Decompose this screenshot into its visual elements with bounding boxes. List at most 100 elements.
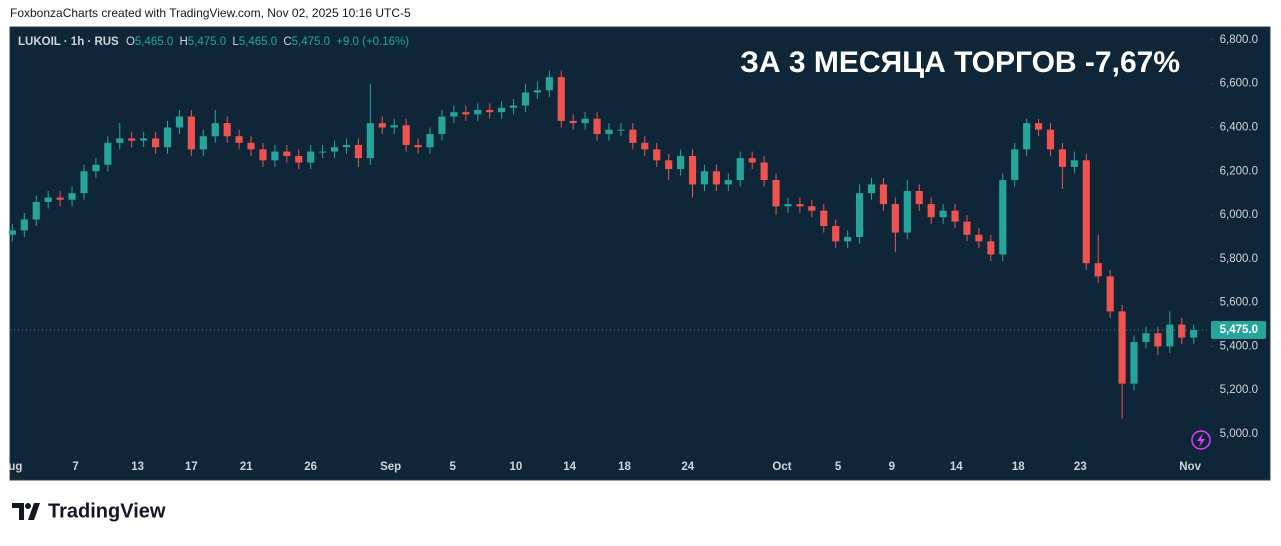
candle-body [247, 142, 255, 150]
candle-body [545, 77, 553, 91]
candle-body [175, 116, 184, 128]
candle-body [390, 125, 398, 128]
candle-body [486, 109, 494, 113]
ohlc-key: O [126, 36, 135, 48]
candle-body [1070, 160, 1078, 167]
y-tick-label: 6,800.0 [1220, 34, 1258, 46]
candle-body [712, 171, 720, 185]
y-tick-label: 6,000.0 [1220, 209, 1258, 221]
candle-body [20, 219, 28, 231]
candle-body [963, 221, 971, 235]
x-tick-label: 24 [681, 461, 694, 473]
plot-area: 5,000.0 5,200.0 5,400.0 5,600.0 5,800.0 6,000… [8, 34, 1266, 473]
candle-body [629, 129, 637, 143]
candle-body [354, 145, 363, 159]
candle-body [271, 151, 279, 161]
candle-body [832, 226, 840, 242]
candle-body [855, 193, 864, 237]
candle-body [1011, 149, 1019, 181]
candle-body [1130, 342, 1138, 384]
candle-body [223, 123, 231, 137]
candle-body [772, 180, 780, 207]
candle-body [593, 118, 601, 135]
candle-body [927, 204, 935, 218]
candle-body [748, 158, 756, 163]
candle-body [307, 151, 315, 163]
y-tick-label: 5,800.0 [1220, 253, 1258, 265]
x-tick-label: 26 [304, 461, 317, 473]
ohlc-value: 5,475.0 [292, 36, 330, 48]
candle-body [533, 90, 541, 93]
candle-body [56, 197, 64, 200]
x-tick-label: Sep [380, 461, 401, 473]
ohlc-value: 5,465.0 [239, 36, 277, 48]
y-tick-label: 5,400.0 [1220, 340, 1258, 352]
candle-body [378, 123, 386, 128]
candle-body [450, 112, 458, 117]
candle-body [509, 105, 518, 108]
candle-body [581, 118, 589, 124]
ohlc-value: 5,475.0 [188, 36, 226, 48]
candle-body [92, 164, 100, 172]
y-tick-label: 5,000.0 [1220, 428, 1258, 440]
candle-body [1082, 160, 1090, 264]
candle-body [426, 134, 434, 148]
candle-body [235, 136, 243, 143]
candle-body [342, 145, 351, 148]
ohlc-key: C [283, 36, 291, 48]
candle-body [283, 151, 291, 156]
candle-body [891, 204, 899, 233]
candle-body [414, 145, 422, 148]
last-price-label: 5,475.0 [1220, 324, 1258, 336]
symbol: LUKOIL · 1h · RUS [18, 36, 119, 48]
candle-body [605, 129, 613, 135]
ohlc-key: H [179, 36, 187, 48]
ohlc-value: 5,465.0 [135, 36, 173, 48]
candle-body [116, 138, 124, 143]
x-tick-label: 13 [131, 461, 144, 473]
candle-body [1178, 324, 1186, 338]
ohlc-key: L [232, 36, 239, 48]
candle-body [402, 125, 410, 146]
x-tick-label: Nov [1179, 461, 1201, 473]
candle-body [808, 206, 816, 211]
x-tick-label: Oct [772, 461, 791, 473]
candle-body [1142, 333, 1150, 343]
candle-body [844, 236, 852, 242]
x-tick-label: 10 [510, 461, 523, 473]
candle-body [140, 138, 148, 141]
candle-body [295, 155, 303, 163]
y-tick-label: 5,200.0 [1220, 384, 1258, 396]
chart-panel [9, 26, 1271, 481]
candle-body [187, 116, 195, 150]
candle-body [569, 120, 577, 124]
x-tick-label: 7 [72, 461, 78, 473]
chart-title: ЗА 3 МЕСЯЦА ТОРГОВ -7,67% [740, 46, 1180, 79]
candle-body [867, 184, 876, 194]
candle-body [1166, 324, 1174, 347]
candle-body [784, 204, 792, 207]
alert-icon [1191, 430, 1211, 450]
x-tick-label: 21 [240, 461, 253, 473]
x-tick-label: 5 [835, 461, 842, 473]
candle-body [32, 201, 40, 220]
candle-body [498, 107, 506, 113]
x-tick-label: 9 [889, 461, 895, 473]
candle-body [319, 151, 327, 153]
candle-body [736, 158, 744, 181]
candle-body [915, 190, 923, 205]
x-tick-label: ug [8, 461, 22, 473]
candle-body [259, 149, 267, 161]
candle-body [951, 210, 959, 222]
candle-body [8, 230, 16, 235]
candle-body [688, 155, 697, 185]
candle-body [653, 149, 661, 161]
candle-body [879, 184, 888, 205]
candle-body [366, 123, 374, 159]
candle-body [474, 109, 482, 115]
attribution: FoxbonzaCharts created with TradingView.… [10, 6, 411, 20]
candle-body [163, 127, 172, 148]
x-tick-label: 23 [1074, 461, 1087, 473]
